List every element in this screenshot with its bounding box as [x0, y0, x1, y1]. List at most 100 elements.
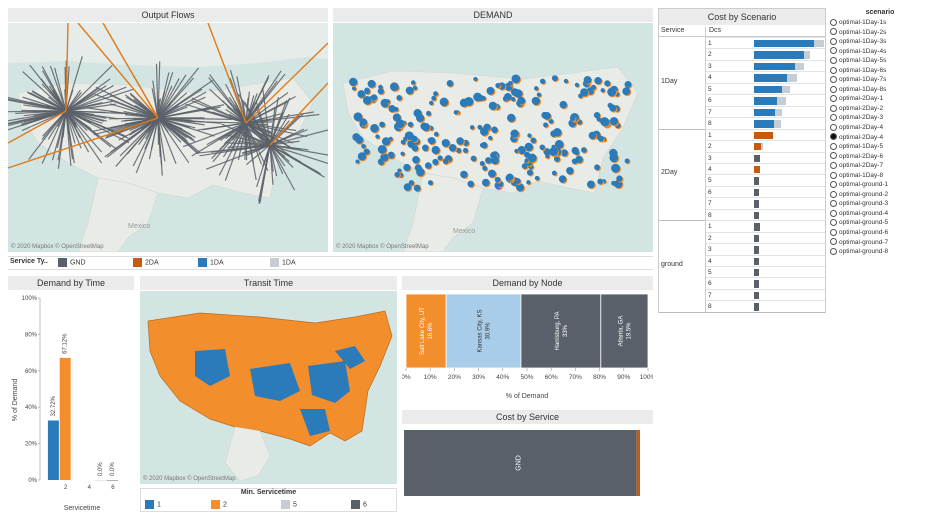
- scenario-row[interactable]: 1: [705, 220, 825, 231]
- map-attribution: © 2020 Mapbox © OpenStreetMap: [336, 244, 429, 250]
- scenario-option[interactable]: optimal-1Day-3s: [830, 37, 930, 47]
- node-segment[interactable]: [405, 293, 447, 369]
- scenario-row[interactable]: 1: [705, 37, 825, 48]
- cost-by-service-chart: GND: [404, 430, 640, 496]
- legend-item-1dp[interactable]: 1DA: [198, 258, 224, 267]
- scenario-option[interactable]: optimal-1Day-2s: [830, 28, 930, 38]
- node-segment[interactable]: [520, 293, 602, 369]
- time-bar[interactable]: [59, 357, 71, 480]
- radio-icon: [830, 247, 837, 255]
- scenario-radio-list: optimal-1Day-1s optimal-1Day-2s optimal-1D…: [830, 18, 930, 257]
- scenario-row[interactable]: 5: [705, 82, 825, 94]
- legend-item-1da[interactable]: 1DA: [270, 258, 296, 267]
- cost-bar: [754, 108, 775, 117]
- scenario-option[interactable]: optimal-2Day-6: [830, 152, 930, 162]
- scenario-option[interactable]: optimal-1Day-5: [830, 142, 930, 152]
- dc-label: 1: [708, 131, 712, 139]
- scenario-row[interactable]: 3: [705, 59, 825, 71]
- swatch-2: [211, 500, 220, 509]
- scenario-option[interactable]: optimal-1Day-4s: [830, 47, 930, 57]
- node-segment[interactable]: [600, 293, 649, 369]
- scenario-row[interactable]: 8: [705, 117, 825, 128]
- scenario-option[interactable]: optimal-ground-4: [830, 209, 930, 219]
- scenario-option[interactable]: optimal-ground-5: [830, 218, 930, 228]
- scenario-row[interactable]: 4: [705, 71, 825, 82]
- x-tick-label: 30%: [472, 374, 485, 381]
- time-bar[interactable]: [106, 480, 118, 481]
- x-tick-label: 80%: [593, 374, 606, 381]
- time-bar[interactable]: [95, 480, 107, 481]
- scenario-row[interactable]: 4: [705, 162, 825, 174]
- scenario-option[interactable]: optimal-ground-7: [830, 238, 930, 248]
- legend-item-5[interactable]: 5: [281, 500, 297, 509]
- scenario-option[interactable]: optimal-1Day-5s: [830, 56, 930, 66]
- scenario-row[interactable]: 5: [705, 174, 825, 185]
- radio-icon: [830, 200, 837, 208]
- scenario-option[interactable]: optimal-ground-2: [830, 190, 930, 200]
- legend-item-1[interactable]: 1: [145, 500, 161, 509]
- legend-item-2da[interactable]: 2DA: [133, 258, 159, 267]
- scenario-option[interactable]: optimal-1Day-6s: [830, 66, 930, 76]
- scenario-option[interactable]: optimal-1Day-8s: [830, 85, 930, 95]
- swatch-6: [351, 500, 360, 509]
- transit-time-title: Transit Time: [140, 276, 397, 290]
- legend-item-gnd[interactable]: GND: [58, 258, 86, 267]
- scenario-row[interactable]: 3: [705, 243, 825, 254]
- scenario-option-label: optimal-ground-8: [839, 248, 889, 256]
- scenario-row[interactable]: 7: [705, 288, 825, 300]
- scenario-row[interactable]: 4: [705, 254, 825, 266]
- scenario-option[interactable]: optimal-2Day-1: [830, 94, 930, 104]
- scenario-row[interactable]: 5: [705, 266, 825, 277]
- scenario-option[interactable]: optimal-2Day-4: [830, 133, 930, 143]
- scenario-option[interactable]: optimal-2Day-2: [830, 104, 930, 114]
- node-segment[interactable]: [445, 293, 522, 369]
- scenario-option[interactable]: optimal-2Day-7: [830, 161, 930, 171]
- dc-label: 8: [708, 303, 712, 311]
- time-bar[interactable]: [47, 420, 59, 480]
- scenario-option-label: optimal-2Day-4: [839, 133, 884, 141]
- scenario-row[interactable]: 2: [705, 140, 825, 151]
- service-segment[interactable]: [404, 430, 637, 496]
- scenario-row[interactable]: 6: [705, 94, 825, 105]
- scenario-row[interactable]: 6: [705, 185, 825, 197]
- x-axis-label: Servicetime: [64, 505, 101, 512]
- scenario-row[interactable]: 8: [705, 208, 825, 220]
- scenario-option-label: optimal-2Day-2: [839, 104, 884, 112]
- node-value: 16.6%: [428, 322, 434, 340]
- demand-by-node-chart: % of Demand Salt Lake City, UT 16.6% Kansa…: [402, 293, 653, 400]
- legend-item-6[interactable]: 6: [351, 500, 367, 509]
- scenario-row[interactable]: 8: [705, 300, 825, 311]
- transit-time-map[interactable]: © 2020 Mapbox © OpenStreetMap: [140, 291, 397, 484]
- scenario-row[interactable]: 7: [705, 105, 825, 117]
- scenario-option[interactable]: optimal-2Day-4: [830, 123, 930, 133]
- min-servicetime-legend: Min. Servicetime 1 2 5 6: [140, 488, 397, 512]
- scenario-row[interactable]: 3: [705, 151, 825, 163]
- scenario-option[interactable]: optimal-1Day-1s: [830, 18, 930, 28]
- radio-icon: [830, 228, 837, 236]
- 2da-swatch: [133, 258, 142, 267]
- cost-bar: [754, 154, 760, 162]
- node-label: Salt Lake City, UT: [420, 307, 426, 355]
- scenario-row[interactable]: 7: [705, 197, 825, 208]
- scenario-row[interactable]: 2: [705, 48, 825, 59]
- scenario-row[interactable]: 2: [705, 231, 825, 243]
- scenario-option[interactable]: optimal-ground-6: [830, 228, 930, 238]
- scenario-option[interactable]: optimal-ground-1: [830, 180, 930, 190]
- radio-icon: [830, 161, 837, 169]
- y-tick-label: 20%: [25, 442, 38, 448]
- demand-map[interactable]: Mexico © 2020 Mapbox © OpenStreetMap: [333, 23, 653, 252]
- legend-item-2[interactable]: 2: [211, 500, 227, 509]
- scenario-row[interactable]: 1: [705, 128, 825, 140]
- scenario-row[interactable]: 6: [705, 277, 825, 288]
- scenario-option[interactable]: optimal-ground-8: [830, 247, 930, 257]
- scenario-option[interactable]: optimal-1Day-8: [830, 171, 930, 181]
- col-header-service: Service: [661, 27, 685, 34]
- scenario-option[interactable]: optimal-ground-3: [830, 199, 930, 209]
- scenario-option[interactable]: optimal-2Day-3: [830, 113, 930, 123]
- y-tick-label: 40%: [25, 405, 38, 411]
- scenario-option-label: optimal-1Day-5s: [839, 57, 887, 65]
- scenario-option[interactable]: optimal-1Day-7s: [830, 75, 930, 85]
- radio-icon: [830, 152, 837, 160]
- service-segment[interactable]: [636, 430, 640, 496]
- output-flows-map[interactable]: Mexico © 2020 Mapbox © OpenStreetMap: [8, 23, 328, 252]
